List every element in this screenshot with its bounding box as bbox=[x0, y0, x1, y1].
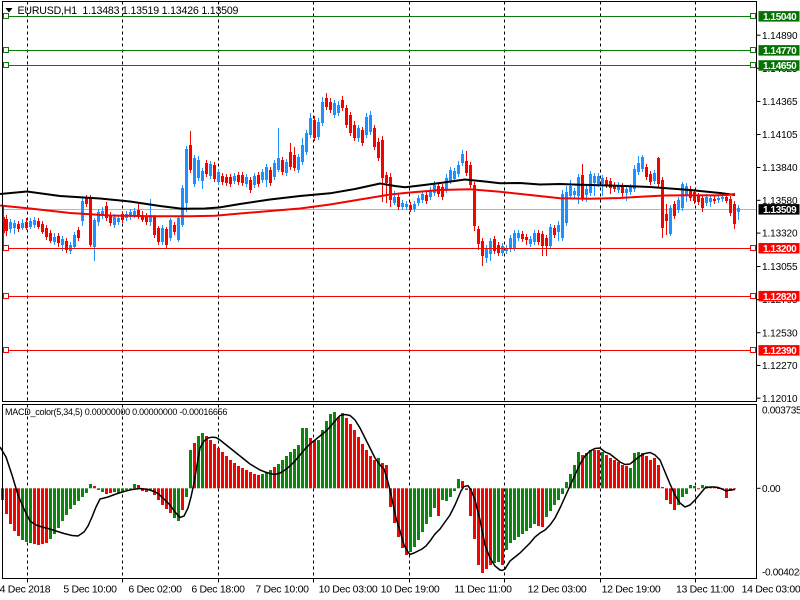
svg-text:10 Dec 19:00: 10 Dec 19:00 bbox=[381, 584, 440, 596]
svg-text:1.12530: 1.12530 bbox=[762, 328, 798, 339]
svg-text:1.13055: 1.13055 bbox=[762, 262, 798, 273]
svg-text:1.12010: 1.12010 bbox=[762, 394, 798, 405]
svg-text:1.14770: 1.14770 bbox=[763, 46, 797, 57]
svg-text:12 Dec 03:00: 12 Dec 03:00 bbox=[528, 584, 587, 596]
svg-text:14 Dec 03:00: 14 Dec 03:00 bbox=[742, 584, 800, 596]
svg-text:10 Dec 03:00: 10 Dec 03:00 bbox=[319, 584, 378, 596]
svg-text:0.00: 0.00 bbox=[762, 484, 781, 495]
svg-text:6 Dec 02:00: 6 Dec 02:00 bbox=[128, 584, 182, 596]
svg-text:1.14365: 1.14365 bbox=[762, 97, 798, 108]
svg-text:1.12820: 1.12820 bbox=[763, 292, 797, 303]
svg-text:1.14650: 1.14650 bbox=[763, 61, 797, 72]
svg-text:6 Dec 18:00: 6 Dec 18:00 bbox=[191, 584, 245, 596]
svg-text:1.13509: 1.13509 bbox=[763, 205, 797, 216]
svg-text:5 Dec 10:00: 5 Dec 10:00 bbox=[63, 584, 117, 596]
svg-text:12 Dec 19:00: 12 Dec 19:00 bbox=[602, 584, 661, 596]
svg-text:EURUSD,H1 1.13483 1.13519 1.1: EURUSD,H1 1.13483 1.13519 1.13426 1.1350… bbox=[18, 5, 239, 17]
svg-text:4 Dec 2018: 4 Dec 2018 bbox=[0, 584, 51, 596]
svg-text:1.14105: 1.14105 bbox=[762, 130, 798, 141]
svg-text:1.12270: 1.12270 bbox=[762, 361, 798, 372]
svg-text:MACD_color(5,34,5) 0.00000000: MACD_color(5,34,5) 0.00000000 0.00000000… bbox=[5, 407, 227, 417]
svg-text:13 Dec 11:00: 13 Dec 11:00 bbox=[676, 584, 735, 596]
svg-text:1.15040: 1.15040 bbox=[763, 12, 797, 23]
svg-text:1.14890: 1.14890 bbox=[762, 31, 798, 42]
svg-text:1.13580: 1.13580 bbox=[762, 196, 798, 207]
svg-text:1.13320: 1.13320 bbox=[762, 229, 798, 240]
svg-text:-0.004028: -0.004028 bbox=[762, 568, 800, 579]
svg-text:1.13840: 1.13840 bbox=[762, 163, 798, 174]
svg-text:0.003735: 0.003735 bbox=[762, 406, 800, 417]
svg-text:11 Dec 11:00: 11 Dec 11:00 bbox=[454, 584, 512, 596]
svg-text:1.13200: 1.13200 bbox=[763, 244, 797, 255]
svg-text:7 Dec 10:00: 7 Dec 10:00 bbox=[255, 584, 309, 596]
svg-text:1.12390: 1.12390 bbox=[763, 346, 797, 357]
